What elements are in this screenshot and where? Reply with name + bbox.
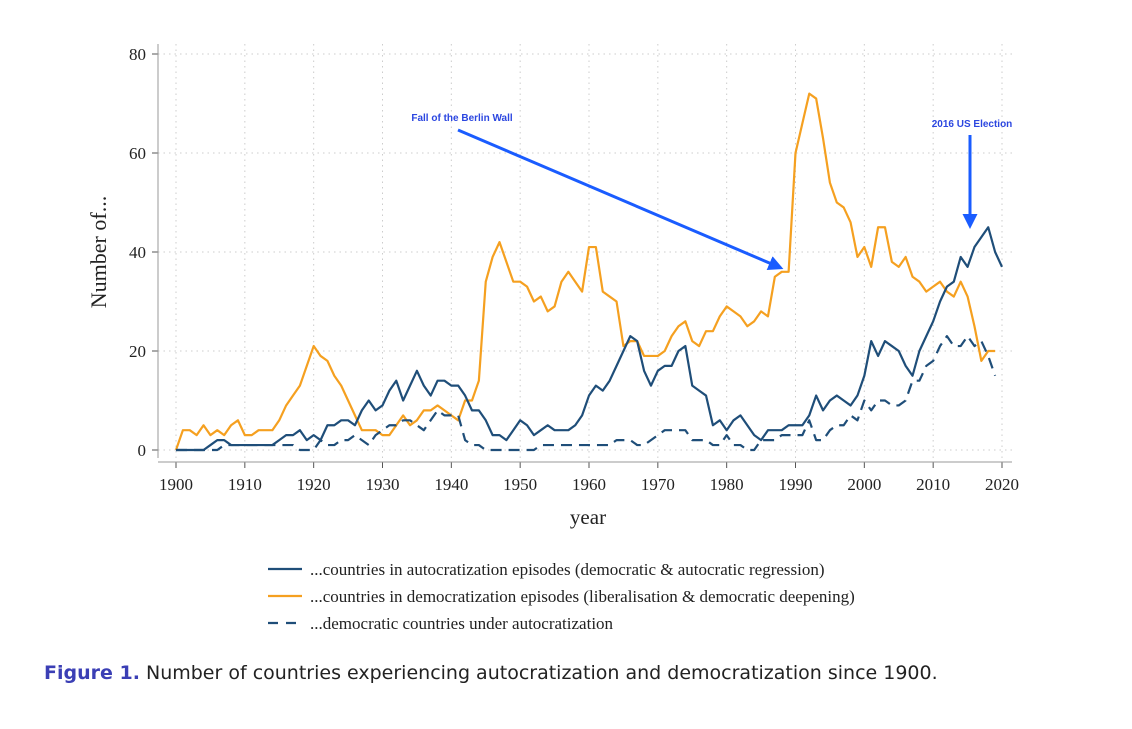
figure-caption: Figure 1. Number of countries experienci… xyxy=(44,662,938,684)
legend-label-2: ...democratic countries under autocratiz… xyxy=(310,614,614,633)
x-tick-label: 1940 xyxy=(434,475,468,494)
x-tick-label: 1960 xyxy=(572,475,606,494)
y-tick-label: 0 xyxy=(138,441,147,460)
x-tick-label: 1900 xyxy=(159,475,193,494)
y-tick-label: 80 xyxy=(129,45,146,64)
legend-label-0: ...countries in autocratization episodes… xyxy=(310,560,825,579)
y-axis-label: Number of... xyxy=(86,196,111,308)
x-tick-label: 1930 xyxy=(366,475,400,494)
annotation-us-election: 2016 US Election xyxy=(932,119,1013,130)
x-tick-label: 1970 xyxy=(641,475,675,494)
caption-text: Number of countries experiencing autocra… xyxy=(139,662,938,684)
x-tick-label: 1910 xyxy=(228,475,262,494)
x-tick-label: 1950 xyxy=(503,475,537,494)
x-tick-label: 1920 xyxy=(297,475,331,494)
x-tick-label: 1990 xyxy=(779,475,813,494)
y-tick-label: 60 xyxy=(129,144,146,163)
series-line-2 xyxy=(176,335,997,452)
legend-label-1: ...countries in democratization episodes… xyxy=(310,587,855,606)
y-tick-label: 20 xyxy=(129,342,146,361)
annotation-arrow-berlin-wall xyxy=(457,128,784,270)
annotation-berlin-wall: Fall of the Berlin Wall xyxy=(411,113,513,124)
x-tick-label: 2010 xyxy=(916,475,950,494)
x-tick-label: 1980 xyxy=(710,475,744,494)
figure-label: Figure 1. xyxy=(44,662,140,684)
series-line-1 xyxy=(174,92,996,451)
x-tick-label: 2020 xyxy=(985,475,1019,494)
series-line-0 xyxy=(176,226,1003,452)
y-tick-label: 40 xyxy=(129,243,146,262)
x-axis-label: year xyxy=(570,505,606,529)
x-tick-label: 2000 xyxy=(847,475,881,494)
